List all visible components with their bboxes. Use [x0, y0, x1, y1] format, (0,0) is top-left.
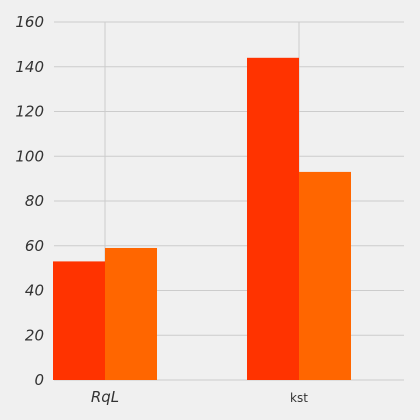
bar-kst-series-2 [299, 171, 351, 380]
bars [53, 57, 351, 381]
y-tick-label: 80 [25, 192, 44, 210]
y-tick-label: 120 [15, 103, 44, 121]
x-tick-label: RqL [91, 388, 119, 406]
y-tick-label: 0 [34, 371, 44, 389]
x-axis-ticks: RqL kst [91, 388, 308, 406]
x-tick-label: kst [290, 391, 308, 405]
y-tick-label: 140 [15, 58, 44, 76]
y-axis-ticks: 0 20 40 60 80 100 120 140 160 [15, 13, 44, 389]
y-tick-label: 20 [25, 326, 44, 344]
bar-kst-series-1 [247, 57, 299, 381]
y-tick-label: 40 [25, 282, 44, 300]
y-tick-label: 100 [15, 147, 44, 165]
y-tick-label: 160 [15, 13, 44, 31]
bar-rql-series-2 [105, 247, 157, 380]
bar-rql-series-1 [53, 261, 105, 380]
y-tick-label: 60 [25, 237, 44, 255]
